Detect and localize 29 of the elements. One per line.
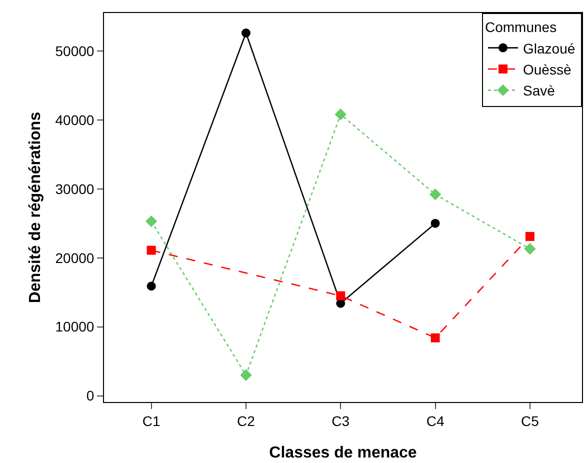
- x-tick-label: C5: [520, 412, 540, 429]
- legend-label: Savè: [523, 82, 556, 99]
- point: [146, 282, 156, 291]
- legend-label: Ouèssè: [523, 61, 572, 78]
- point: [430, 218, 440, 228]
- y-tick-label: 50000: [55, 42, 94, 59]
- legend-title: Communes: [485, 19, 557, 36]
- point: [241, 28, 250, 38]
- y-tick-label: 40000: [55, 112, 94, 128]
- point: [524, 243, 536, 255]
- point: [429, 188, 442, 200]
- y-axis-title: Densité de régénérations: [27, 112, 44, 304]
- x-tick-label: C2: [237, 412, 256, 429]
- x-tick-label: C1: [142, 412, 160, 429]
- point: [525, 232, 534, 241]
- point: [145, 215, 158, 228]
- point: [336, 291, 346, 300]
- x-axis-title: Classes de menace: [269, 444, 417, 462]
- y-tick-label: 30000: [55, 180, 94, 197]
- y-tick-label: 10000: [55, 318, 94, 335]
- y-tick-label: 20000: [55, 250, 94, 266]
- point: [240, 369, 252, 381]
- point: [334, 108, 346, 120]
- y-tick-label: 0: [86, 388, 94, 404]
- point: [146, 246, 156, 255]
- point: [430, 333, 440, 342]
- x-tick-label: C3: [332, 412, 350, 429]
- x-tick-label: C4: [426, 412, 444, 429]
- legend-label: Glazoué: [523, 40, 576, 56]
